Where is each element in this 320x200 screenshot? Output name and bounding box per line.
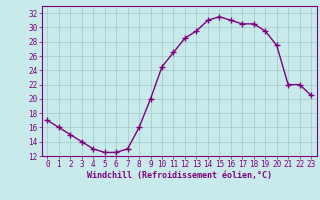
X-axis label: Windchill (Refroidissement éolien,°C): Windchill (Refroidissement éolien,°C) <box>87 171 272 180</box>
